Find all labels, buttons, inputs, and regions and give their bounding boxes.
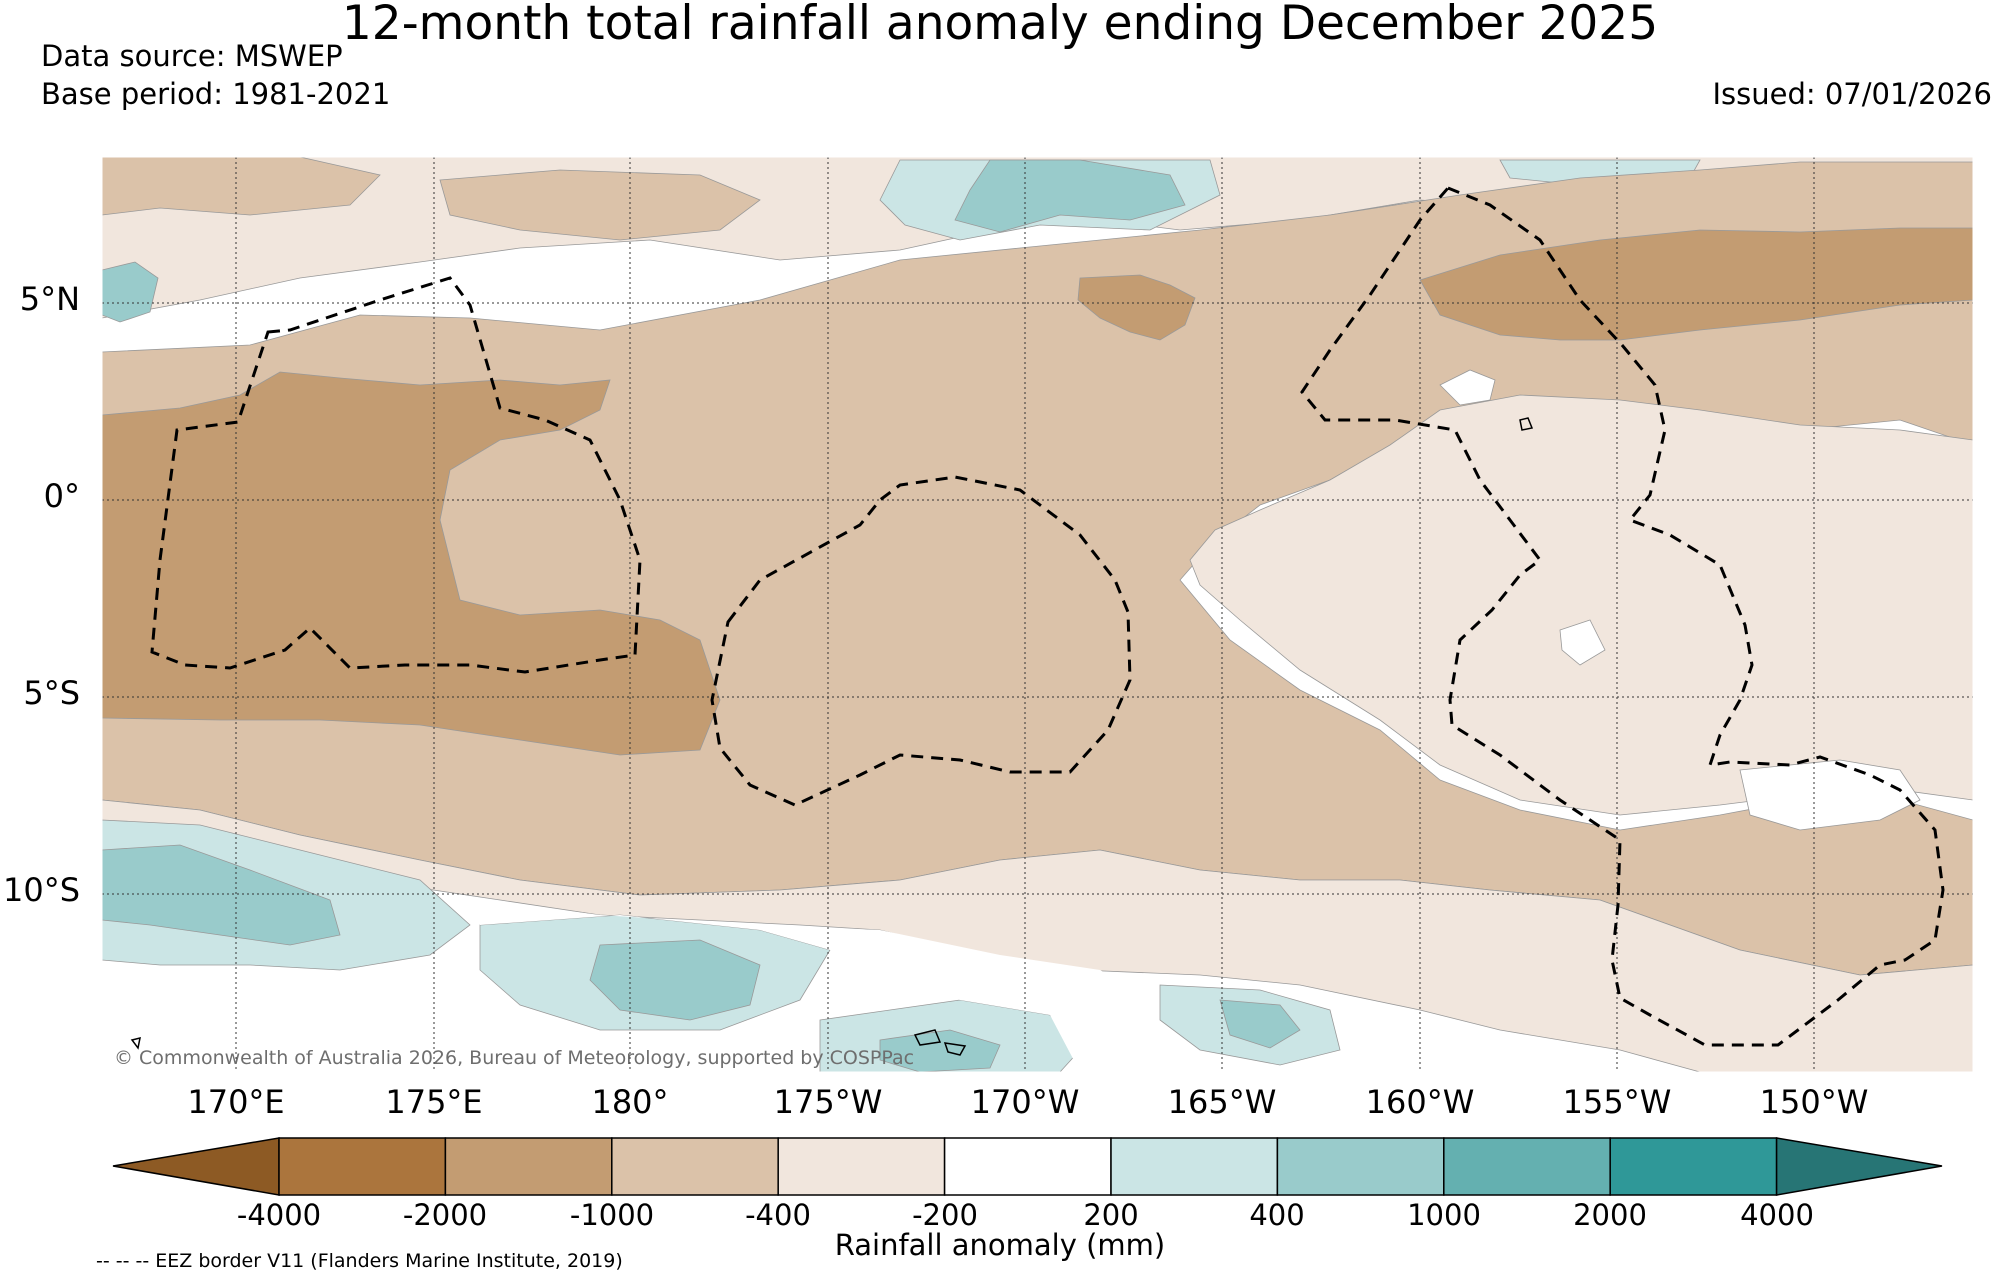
data-source-label: Data source: MSWEP — [41, 39, 343, 73]
colorbar-high-arrow — [1775, 1137, 1943, 1196]
lon-label-170e: 170°E — [187, 1083, 285, 1121]
region-left-dark — [102, 371, 721, 756]
lon-label-175e: 175°E — [385, 1083, 483, 1121]
colorbar-tick-label: 1000 — [1407, 1198, 1481, 1232]
region-teal-topleft — [102, 261, 159, 323]
lat-label-5s: 5°S — [23, 674, 80, 712]
eez-border-kiribati-line — [1300, 186, 1945, 1047]
region-north-tan-2 — [439, 169, 761, 241]
colorbar-bin-4 — [777, 1137, 946, 1196]
colorbar-bin-7 — [1276, 1137, 1445, 1196]
lon-label-175w: 175°W — [773, 1083, 883, 1121]
base-period-label: Base period: 1981-2021 — [41, 77, 391, 111]
colorbar-bin-2 — [444, 1137, 613, 1196]
region-south-white — [480, 900, 1150, 1072]
lon-label-160w: 160°W — [1365, 1083, 1475, 1121]
colorbar-tick-label: -4000 — [236, 1198, 322, 1232]
colorbar-label: Rainfall anomaly (mm) — [834, 1228, 1166, 1262]
colorbar-tick-label: 400 — [1249, 1198, 1305, 1232]
colorbar-bin-3 — [611, 1137, 779, 1196]
eez-borders — [150, 186, 1945, 1047]
eez-border-tokelau — [710, 475, 1132, 807]
lon-label-170w: 170°W — [970, 1083, 1080, 1121]
colorbar-tick-label: -200 — [912, 1198, 978, 1232]
copyright-notice: © Commonwealth of Australia 2026, Bureau… — [114, 1047, 915, 1069]
lon-label-155w: 155°W — [1562, 1083, 1672, 1121]
colorbar-tick-label: 200 — [1083, 1198, 1139, 1232]
colorbar-tick-label: -1000 — [569, 1198, 655, 1232]
colorbar-bin-5 — [943, 1137, 1112, 1196]
colorbar-bin-8 — [1443, 1137, 1611, 1196]
colorbar-tick-label: -2000 — [402, 1198, 488, 1232]
eez-border-kiribati-gilbert — [150, 276, 642, 674]
colorbar-bin-9 — [1609, 1137, 1778, 1196]
lat-label-0: 0° — [43, 477, 80, 515]
region-east-white-2 — [1559, 619, 1606, 666]
lon-label-150w: 150°W — [1759, 1083, 1869, 1121]
island-outlines — [130, 417, 1534, 1056]
eez-legend-note: -- -- -- EEZ border V11 (Flanders Marine… — [96, 1250, 623, 1272]
region-center-dark — [1077, 274, 1196, 341]
region-east-white-1 — [1439, 369, 1496, 406]
colorbar-low-arrow — [112, 1137, 280, 1196]
map-fill-layer — [102, 157, 1973, 1072]
graticule — [102, 157, 1973, 1072]
colorbar-bin-1 — [278, 1137, 447, 1196]
region-north-tan — [102, 157, 381, 216]
region-right-dark — [1419, 227, 1973, 341]
region-south-teal-3b — [879, 1029, 1001, 1072]
region-south-teal-4b — [1219, 999, 1301, 1049]
colorbar-tick-label: 4000 — [1740, 1198, 1814, 1232]
colorbar-tick-label: 2000 — [1573, 1198, 1647, 1232]
lon-label-165w: 165°W — [1167, 1083, 1277, 1121]
lat-label-5n: 5°N — [19, 280, 80, 318]
colorbar-tick-label: -400 — [745, 1198, 811, 1232]
region-south-teal-1b — [102, 844, 341, 946]
region-south-teal-2b — [589, 939, 761, 1021]
issued-date-label: Issued: 07/01/2026 — [1712, 77, 1992, 111]
colorbar-bin-6 — [1110, 1137, 1279, 1196]
map-title: 12-month total rainfall anomaly ending D… — [341, 0, 1659, 51]
lon-label-180: 180° — [591, 1083, 669, 1121]
map-frame — [101, 156, 1974, 1073]
region-teal-top-mid — [954, 159, 1186, 233]
lat-label-10s: 10°S — [2, 871, 80, 909]
